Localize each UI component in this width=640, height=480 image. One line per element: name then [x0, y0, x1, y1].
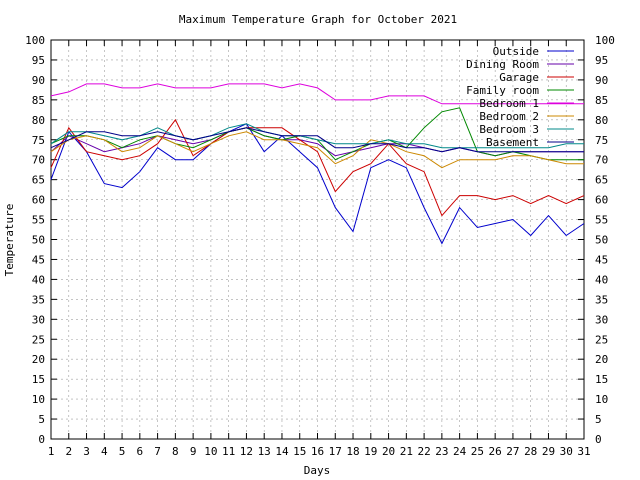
- y-tick-label-right: 45: [595, 253, 608, 266]
- y-tick-label-left: 100: [25, 34, 45, 47]
- y-tick-label-left: 35: [32, 293, 45, 306]
- y-tick-label-left: 30: [32, 313, 45, 326]
- y-tick-label-right: 20: [595, 353, 608, 366]
- series-line-bedroom-2: [50, 131, 584, 169]
- y-tick-label-right: 40: [595, 273, 608, 286]
- x-tick-label: 29: [542, 445, 555, 458]
- legend-label: Bedroom 3: [479, 123, 539, 136]
- x-tick-label: 8: [172, 445, 179, 458]
- legend-label: Bedroom 1: [479, 97, 539, 110]
- x-tick-label: 15: [293, 445, 306, 458]
- y-tick-label-right: 5: [595, 413, 602, 426]
- series-lines: [50, 83, 585, 245]
- legend-label: Outside: [493, 45, 539, 58]
- y-tick-label-left: 40: [32, 273, 45, 286]
- y-tick-label-right: 75: [595, 134, 608, 147]
- x-tick-label: 23: [435, 445, 448, 458]
- x-tick-label: 27: [506, 445, 519, 458]
- y-tick-label-left: 70: [32, 154, 45, 167]
- y-tick-label-left: 55: [32, 214, 45, 227]
- y-tick-label-left: 80: [32, 114, 45, 127]
- y-tick-label-right: 90: [595, 74, 608, 87]
- x-tick-label: 26: [489, 445, 502, 458]
- x-tick-label: 20: [382, 445, 395, 458]
- x-tick-label: 31: [577, 445, 590, 458]
- x-tick-label: 28: [524, 445, 537, 458]
- x-tick-label: 18: [346, 445, 359, 458]
- y-tick-label-right: 35: [595, 293, 608, 306]
- y-tick-label-left: 15: [32, 373, 45, 386]
- x-tick-label: 17: [329, 445, 342, 458]
- y-tick-label-left: 45: [32, 253, 45, 266]
- y-tick-label-right: 25: [595, 333, 608, 346]
- legend-label: Dining Room: [466, 58, 539, 71]
- x-tick-label: 4: [101, 445, 108, 458]
- x-tick-label: 10: [204, 445, 217, 458]
- legend-label: Family room: [466, 84, 539, 97]
- x-tick-label: 11: [222, 445, 235, 458]
- y-tick-label-left: 5: [38, 413, 45, 426]
- y-tick-label-left: 65: [32, 174, 45, 187]
- y-tick-label-right: 55: [595, 214, 608, 227]
- x-tick-label: 19: [364, 445, 377, 458]
- x-tick-label: 3: [83, 445, 90, 458]
- y-tick-label-left: 90: [32, 74, 45, 87]
- series-line-bedroom-1: [50, 83, 584, 105]
- x-tick-label: 6: [137, 445, 144, 458]
- x-tick-label: 14: [275, 445, 289, 458]
- y-tick-label-left: 60: [32, 194, 45, 207]
- x-tick-label: 12: [240, 445, 253, 458]
- grid: [51, 40, 584, 439]
- x-tick-label: 16: [311, 445, 324, 458]
- x-tick-label: 5: [119, 445, 126, 458]
- y-tick-label-right: 0: [595, 433, 602, 446]
- y-tick-label-left: 95: [32, 54, 45, 67]
- y-tick-label-right: 95: [595, 54, 608, 67]
- y-tick-label-left: 10: [32, 393, 45, 406]
- y-tick-label-right: 80: [595, 114, 608, 127]
- chart-title: Maximum Temperature Graph for October 20…: [179, 13, 457, 26]
- series-line-garage: [50, 118, 585, 217]
- series-line-outside: [50, 123, 585, 245]
- y-tick-label-right: 65: [595, 174, 608, 187]
- y-axis-label: Temperature: [3, 204, 16, 277]
- x-tick-label: 9: [190, 445, 197, 458]
- y-tick-label-right: 85: [595, 94, 608, 107]
- y-tick-label-left: 50: [32, 234, 45, 247]
- x-tick-label: 7: [154, 445, 161, 458]
- x-tick-label: 13: [258, 445, 271, 458]
- x-tick-label: 22: [417, 445, 430, 458]
- legend-label: Garage: [499, 71, 539, 84]
- x-axis-label: Days: [304, 464, 331, 477]
- y-tick-label-right: 100: [595, 34, 615, 47]
- x-tick-label: 25: [471, 445, 484, 458]
- x-tick-label: 1: [48, 445, 55, 458]
- y-tick-label-right: 60: [595, 194, 608, 207]
- y-tick-label-right: 50: [595, 234, 608, 247]
- series-line-basement: [50, 127, 584, 153]
- y-tick-label-left: 0: [38, 433, 45, 446]
- y-tick-label-right: 15: [595, 373, 608, 386]
- y-tick-label-right: 30: [595, 313, 608, 326]
- x-tick-label: 21: [400, 445, 413, 458]
- y-tick-label-left: 20: [32, 353, 45, 366]
- legend-label: Bedroom 2: [479, 110, 539, 123]
- y-tick-label-right: 70: [595, 154, 608, 167]
- x-tick-label: 30: [560, 445, 573, 458]
- legend-label: Basement: [486, 136, 539, 149]
- x-tick-label: 24: [453, 445, 467, 458]
- y-tick-label-left: 25: [32, 333, 45, 346]
- y-tick-label-right: 10: [595, 393, 608, 406]
- y-tick-label-left: 85: [32, 94, 45, 107]
- x-tick-label: 2: [65, 445, 72, 458]
- y-tick-label-left: 75: [32, 134, 45, 147]
